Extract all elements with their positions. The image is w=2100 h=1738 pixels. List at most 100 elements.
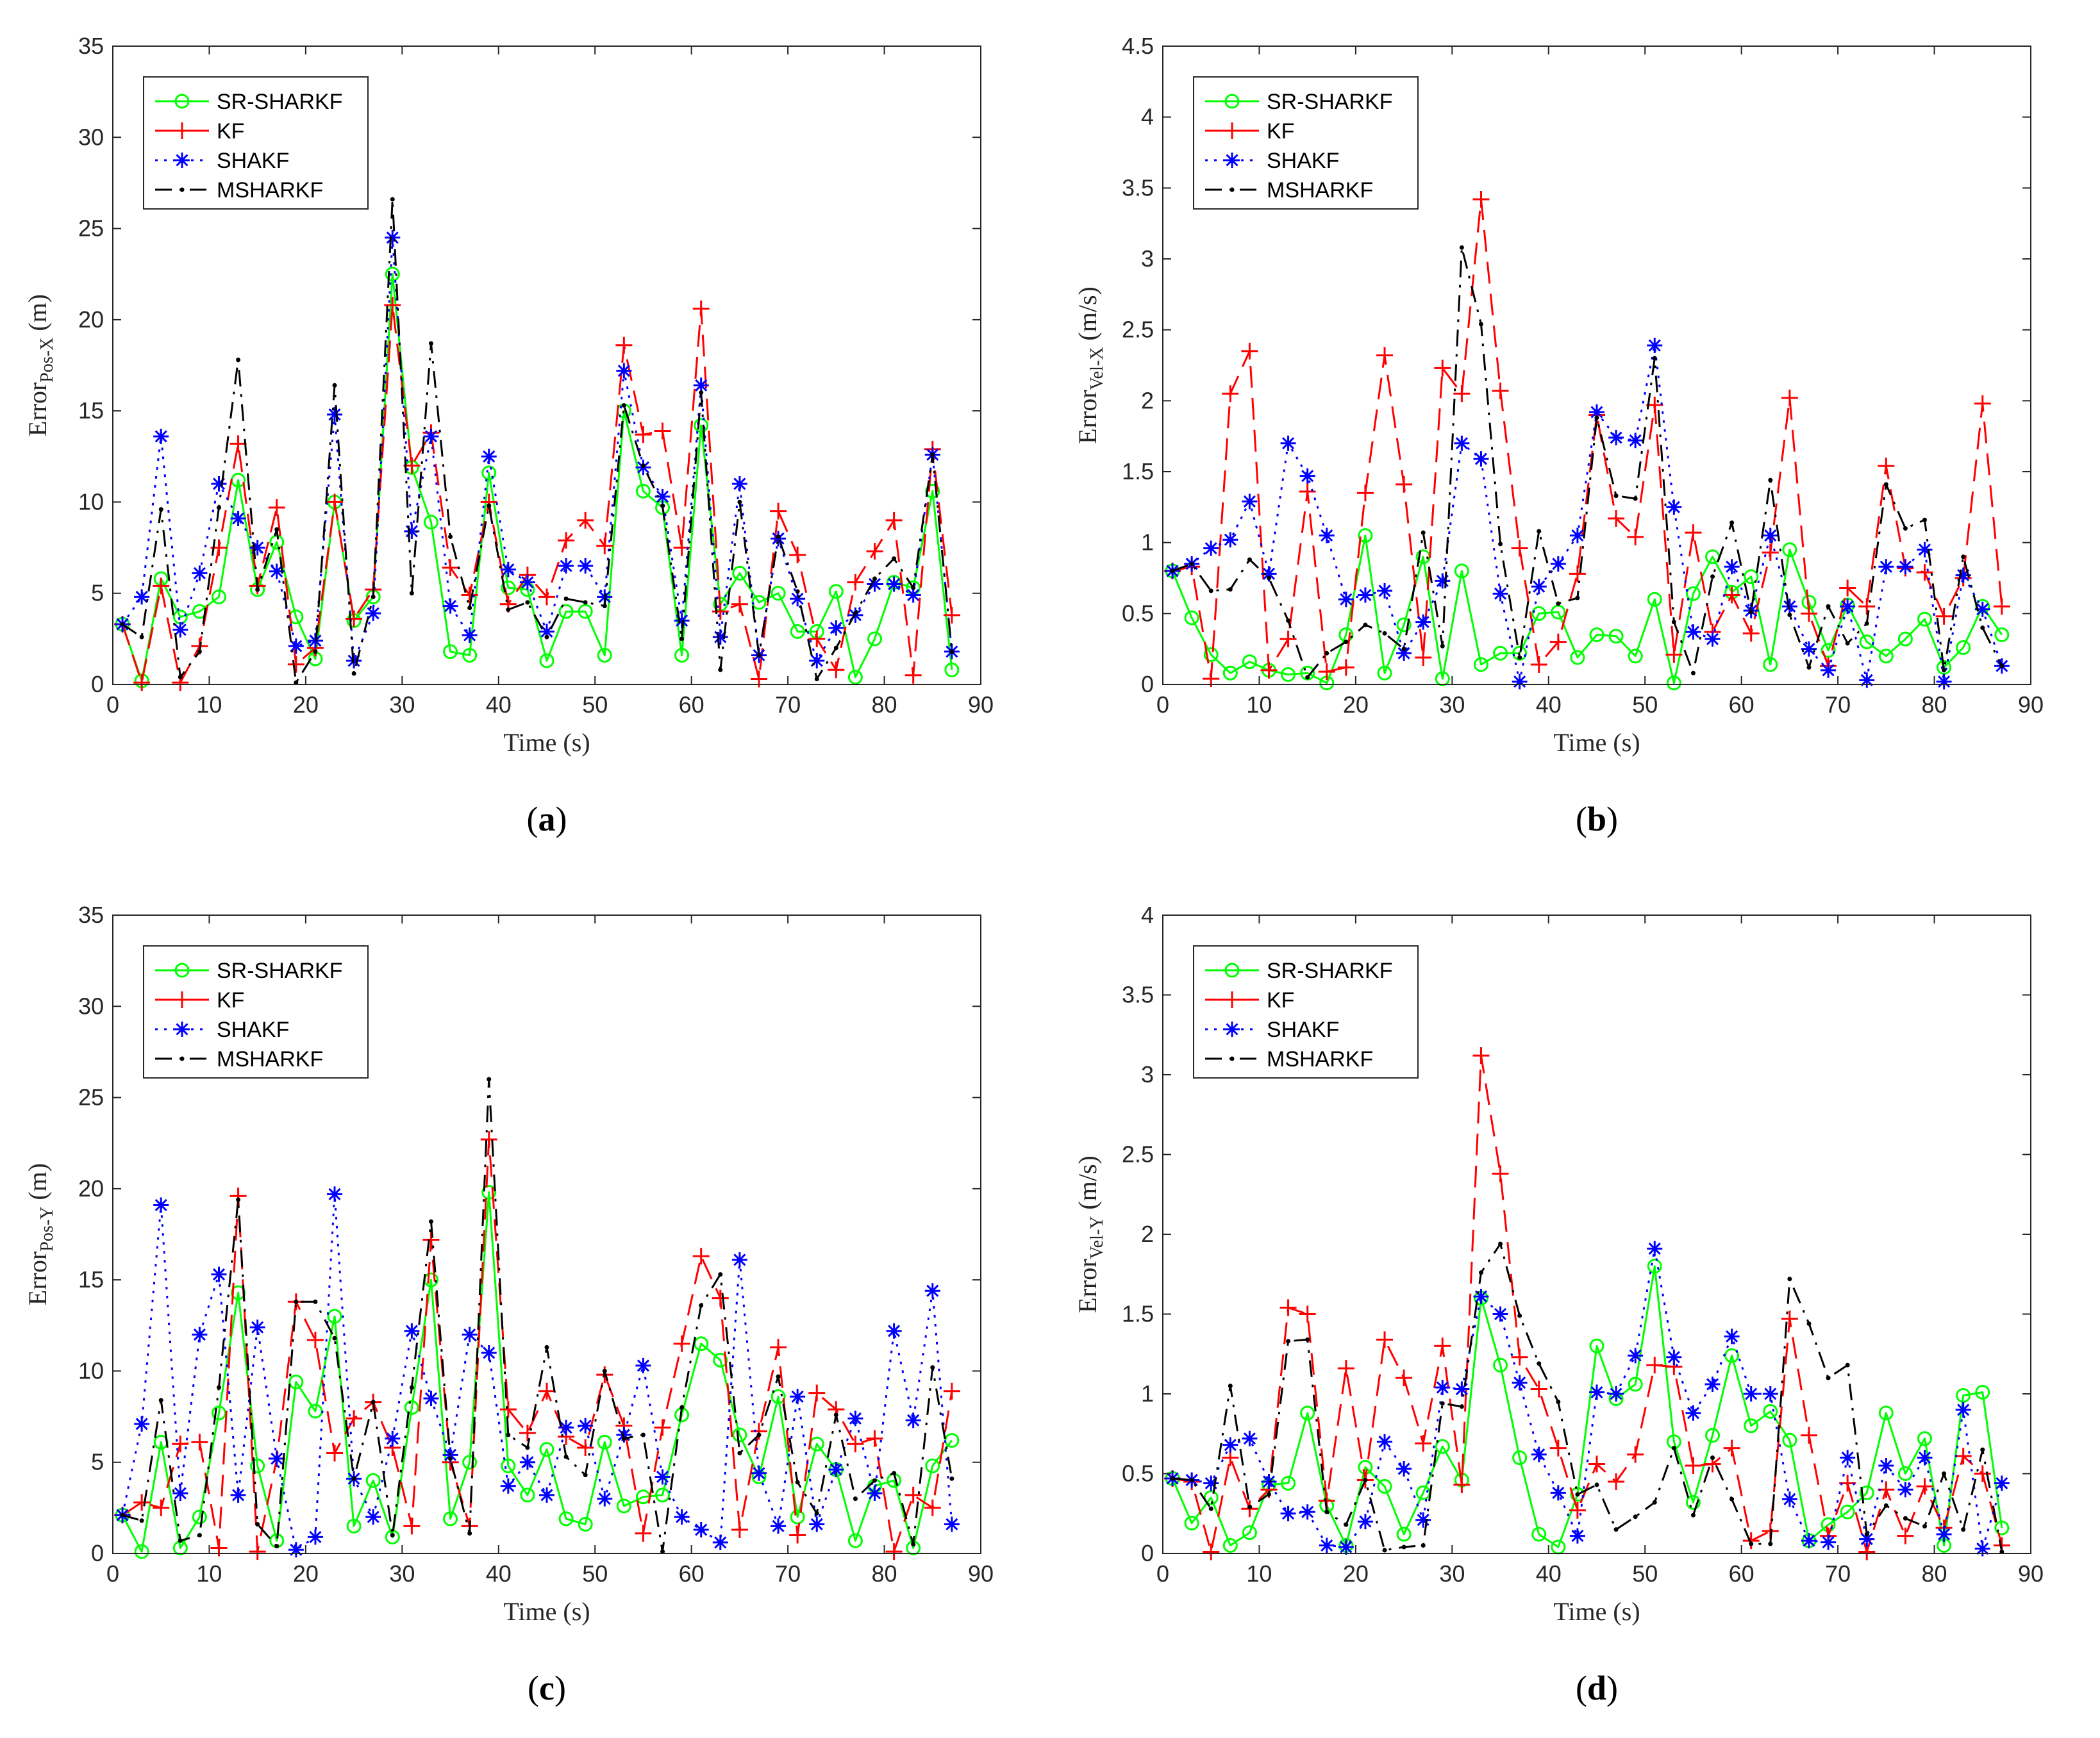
data-point — [306, 1332, 324, 1349]
data-point — [731, 595, 748, 613]
data-point — [673, 1335, 690, 1352]
data-point — [583, 600, 588, 605]
data-point — [1806, 1321, 1812, 1326]
data-point — [1922, 1524, 1928, 1529]
data-point — [1647, 1241, 1663, 1257]
data-point — [790, 591, 806, 607]
y-tick-label: 0 — [1141, 1540, 1154, 1566]
data-point — [872, 576, 878, 581]
data-point — [1208, 588, 1213, 593]
panel-a: 0 10 20 30 40 50 60 70 80 90 0 5 10 15 20 25 30 35 Time (s… — [0, 0, 1050, 869]
data-point — [313, 649, 318, 654]
data-point — [133, 1494, 151, 1511]
data-point — [1980, 625, 1985, 630]
x-tick-label: 80 — [1922, 1560, 1947, 1587]
data-point — [423, 515, 438, 530]
data-point — [1685, 1405, 1701, 1421]
data-point — [1357, 1514, 1373, 1530]
axes-frame — [112, 46, 981, 685]
data-point — [640, 1432, 646, 1437]
data-point — [1897, 1466, 1913, 1481]
data-point — [731, 1521, 748, 1539]
y-tick-label: 0 — [91, 1540, 104, 1566]
series-msharkf — [120, 197, 954, 685]
data-point — [1743, 1386, 1759, 1402]
data-point — [911, 585, 916, 590]
x-tick-label: 10 — [1246, 691, 1272, 718]
data-point — [795, 1480, 800, 1485]
data-point — [500, 561, 516, 577]
data-point — [506, 607, 511, 612]
data-point — [885, 1543, 903, 1560]
data-point — [197, 1533, 202, 1538]
x-tick-label: 90 — [968, 1560, 994, 1587]
data-point — [1685, 624, 1701, 640]
data-point — [1608, 429, 1624, 445]
y-tick-label: 10 — [78, 488, 104, 515]
data-point — [1633, 496, 1638, 501]
x-tick-label: 30 — [389, 1560, 415, 1587]
series-kf — [114, 1131, 960, 1560]
legend-marker — [174, 991, 190, 1008]
data-point — [660, 503, 665, 508]
data-point — [853, 611, 858, 616]
legend-entry-sr-sharkf: SR-SHARKF — [155, 959, 342, 983]
data-point — [467, 1531, 472, 1536]
data-point — [313, 1299, 318, 1304]
data-point — [1396, 1461, 1412, 1477]
data-point — [539, 1442, 554, 1457]
data-point — [1261, 566, 1277, 582]
data-point — [867, 576, 883, 592]
data-point — [539, 624, 554, 640]
data-point — [1594, 415, 1599, 420]
x-tick-label: 40 — [486, 691, 512, 718]
data-point — [287, 656, 304, 673]
data-point — [1492, 1165, 1509, 1182]
data-point — [1652, 356, 1657, 361]
data-point — [694, 418, 709, 433]
data-point — [134, 1416, 150, 1432]
data-point — [1859, 1531, 1875, 1547]
data-point — [1974, 601, 1990, 617]
data-point — [558, 558, 574, 574]
data-point — [249, 1320, 265, 1336]
data-point — [172, 1436, 189, 1453]
x-tick-label: 0 — [106, 1560, 119, 1587]
y-tick-label: 3.5 — [1122, 174, 1154, 201]
data-point — [525, 600, 530, 605]
legend-label: SR-SHARKF — [1267, 90, 1392, 114]
data-point — [1550, 556, 1566, 572]
data-point — [1955, 1402, 1971, 1418]
data-point — [158, 1398, 163, 1403]
data-point — [1729, 520, 1735, 526]
series-line — [121, 304, 953, 684]
data-point — [1704, 631, 1721, 647]
data-point — [134, 589, 150, 605]
y-axis-label-sub: Pos-X — [37, 338, 57, 383]
data-point — [134, 1544, 149, 1559]
data-point — [692, 300, 710, 317]
data-point — [1280, 1505, 1296, 1521]
x-tick-label: 60 — [1729, 691, 1754, 718]
data-point — [737, 1450, 742, 1455]
data-point — [1242, 1525, 1257, 1541]
legend-label: KF — [1267, 119, 1294, 144]
data-point — [1647, 592, 1662, 607]
data-point — [597, 1491, 613, 1507]
data-point — [756, 1432, 762, 1437]
data-point — [365, 1509, 381, 1525]
data-point — [1492, 382, 1509, 399]
data-point — [1768, 477, 1773, 483]
y-axis-label-main: Error — [23, 383, 52, 436]
data-point — [153, 577, 170, 595]
data-point — [153, 1499, 170, 1516]
data-point — [404, 523, 420, 539]
chart-d: 0 10 20 30 40 50 60 70 80 90 0 0.5 1 1.5 2 2.5 3 3.5 4 Time… — [1073, 902, 2044, 1707]
x-tick-label: 40 — [1536, 1560, 1562, 1587]
data-point — [597, 647, 612, 663]
data-point — [1749, 1541, 1754, 1546]
y-axis-label-unit: (m/s) — [1073, 286, 1102, 347]
data-point — [731, 476, 747, 492]
data-point — [538, 1382, 555, 1400]
x-tick-label: 20 — [293, 1560, 319, 1587]
